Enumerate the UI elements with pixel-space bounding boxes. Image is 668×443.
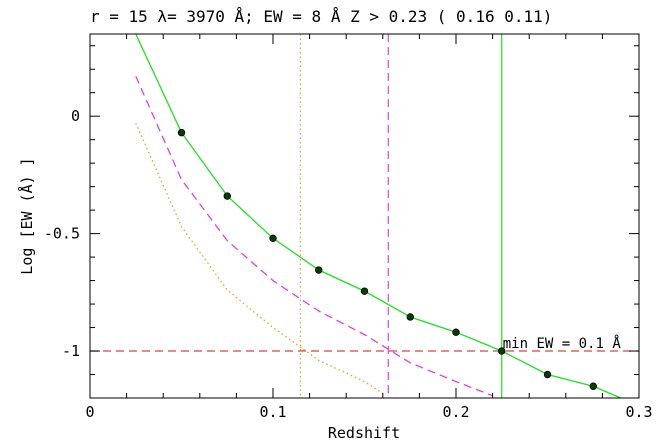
- y-tick-label: -1: [62, 342, 80, 360]
- y-axis-label: Log [EW (Å) ]: [17, 157, 36, 274]
- chart-title: r = 15 λ= 3970 Å; EW = 8 Å Z > 0.23 ( 0.…: [90, 7, 552, 26]
- data-point: [498, 347, 506, 355]
- data-point: [223, 192, 231, 200]
- data-point: [543, 370, 552, 379]
- x-axis-label: Redshift: [328, 424, 400, 442]
- x-tick-label: 0.2: [442, 403, 469, 421]
- clipped-group: [90, 34, 639, 398]
- data-point: [589, 382, 597, 390]
- data-point: [406, 313, 414, 321]
- axes: 0 0.1 0.2 0.3 -1 -0.5 0: [44, 34, 653, 421]
- series-line-2: [135, 76, 493, 397]
- x-tick-label: 0.3: [625, 403, 652, 421]
- annotation-label: min EW = 0.1 Å: [503, 335, 622, 352]
- y-tick-label: -0.5: [44, 225, 80, 243]
- x-tick-label: 0: [85, 403, 94, 421]
- y-tick-label: 0: [71, 107, 80, 125]
- data-point: [269, 234, 277, 243]
- x-tick-label: 0.1: [259, 403, 286, 421]
- series-line-1: [135, 34, 621, 398]
- data-point: [177, 128, 186, 137]
- plot-area: min EW = 0.1 Å: [90, 34, 639, 398]
- series-line-3: [135, 122, 384, 394]
- data-point: [360, 287, 369, 295]
- data-point: [315, 266, 323, 274]
- data-point: [452, 328, 460, 336]
- plot-frame: [89, 33, 640, 399]
